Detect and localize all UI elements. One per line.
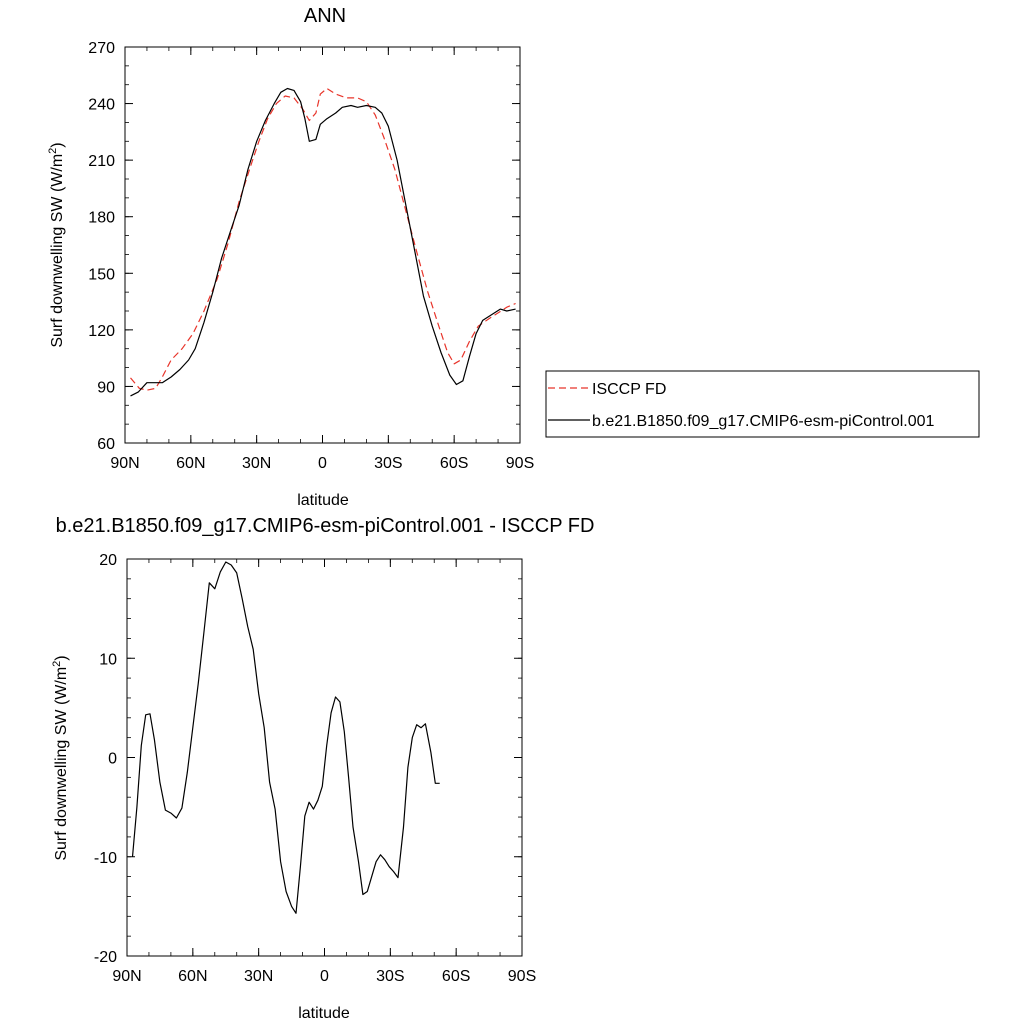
top-y-axis-label: Surf downwelling SW (W/m2): [47, 142, 66, 347]
top-y-tick-label: 90: [97, 379, 115, 396]
top-y-tick-label: 60: [97, 436, 115, 453]
bottom-plot-frame: [126, 558, 523, 957]
top-y-tick-label: 270: [88, 40, 115, 57]
top-y-tick-label: 120: [88, 323, 115, 340]
top-y-tick-label: 180: [88, 210, 115, 227]
top-plot-frame: [124, 46, 521, 444]
top-series-line-model: [130, 87, 516, 397]
bottom-x-tick-label: 60N: [178, 968, 207, 985]
bottom-y-tick-label: 0: [108, 751, 117, 768]
top-x-tick-label: 90S: [506, 455, 534, 472]
bottom-x-axis-label: latitude: [298, 1005, 350, 1022]
top-x-tick-label: 30S: [374, 455, 402, 472]
top-y-axis-label-main: Surf downwelling SW (W/m: [49, 154, 66, 348]
bottom-y-axis-label-sup: 2: [51, 661, 63, 667]
legend-box: [545, 370, 980, 438]
bottom-y-tick-label: 10: [99, 651, 117, 668]
top-y-axis-label-sup: 2: [47, 148, 59, 154]
top-y-tick-label: 150: [88, 266, 115, 283]
top-y-axis-label-close: ): [49, 142, 66, 147]
top-y-tick-label: 210: [88, 153, 115, 170]
bottom-y-tick-label: -10: [94, 850, 117, 867]
bottom-y-axis-label-main: Surf downwelling SW (W/m: [53, 667, 70, 861]
bottom-y-axis-label-close: ): [53, 655, 70, 660]
top-x-tick-label: 0: [318, 455, 327, 472]
top-x-tick-label: 60N: [176, 455, 205, 472]
legend: ISCCP FD b.e21.B1850.f09_g17.CMIP6-esm-p…: [545, 370, 980, 438]
top-y-tick-label: 240: [88, 97, 115, 114]
top-x-tick-label: 90N: [110, 455, 139, 472]
panel-top: ANN 90N 60N 30N 0 30S 60S 90S 60 90 120 150 180 210 2…: [47, 5, 980, 509]
bottom-y-tick-label: -20: [94, 949, 117, 966]
bottom-x-tick-label: 30S: [376, 968, 404, 985]
bottom-x-tick-label: 90N: [112, 968, 141, 985]
bottom-x-tick-label: 60S: [442, 968, 470, 985]
top-x-axis-label: latitude: [297, 492, 349, 509]
bottom-x-tick-label: 0: [320, 968, 329, 985]
bottom-series-line-difference: [131, 561, 440, 914]
bottom-y-axis-label: Surf downwelling SW (W/m2): [51, 655, 70, 860]
legend-label-model: b.e21.B1850.f09_g17.CMIP6-esm-piControl.…: [592, 413, 935, 430]
top-title: ANN: [304, 5, 346, 27]
top-series-line-isccp: [130, 87, 516, 391]
bottom-x-tick-label: 30N: [244, 968, 273, 985]
top-x-tick-label: 60S: [440, 455, 468, 472]
bottom-y-tick-label: 20: [99, 552, 117, 569]
bottom-x-tick-label: 90S: [508, 968, 536, 985]
bottom-title: b.e21.B1850.f09_g17.CMIP6-esm-piControl.…: [56, 515, 595, 537]
legend-label-isccp: ISCCP FD: [592, 381, 666, 398]
top-x-tick-label: 30N: [242, 455, 271, 472]
panel-bottom: b.e21.B1850.f09_g17.CMIP6-esm-piControl.…: [51, 515, 594, 1022]
